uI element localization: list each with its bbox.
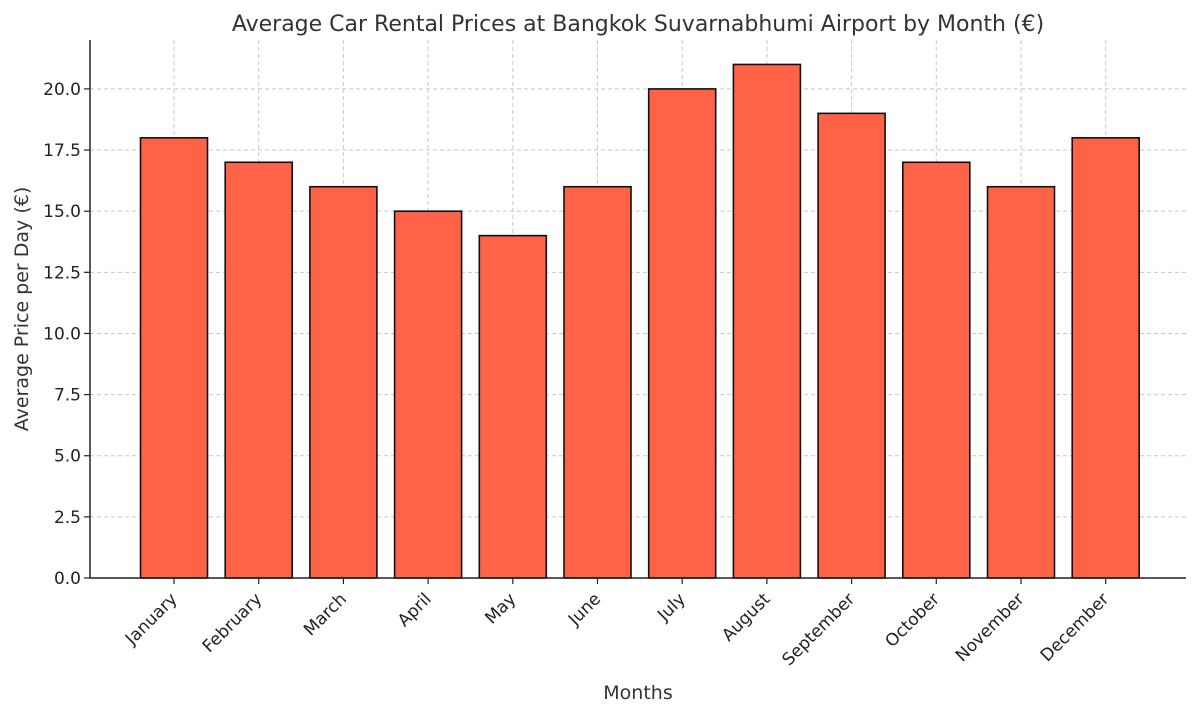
- bar-april: [393, 210, 463, 579]
- x-tick-label: August: [718, 589, 774, 645]
- y-tick-label: 2.5: [54, 508, 81, 528]
- bar-january: [139, 137, 209, 579]
- y-tick-label: 5.0: [54, 447, 81, 467]
- x-tick-label: December: [1037, 589, 1113, 665]
- y-axis-label: Average Price per Day (€): [11, 187, 33, 432]
- x-tick-label: January: [121, 589, 181, 649]
- x-tick-label: May: [481, 589, 520, 628]
- y-tick-label: 7.5: [54, 386, 81, 406]
- bar-august: [732, 63, 802, 579]
- bar-july: [647, 88, 717, 579]
- bar-february: [224, 161, 293, 579]
- bar-march: [309, 185, 378, 579]
- x-ticks: January February March April May June July Augu…: [121, 578, 1113, 670]
- x-tick-label: November: [952, 589, 1029, 666]
- bar-december: [1071, 137, 1140, 579]
- bar-september: [817, 112, 886, 579]
- x-tick-label: June: [564, 589, 605, 630]
- bars: [139, 63, 1140, 579]
- y-tick-label: 12.5: [43, 263, 81, 283]
- x-axis-label: Months: [603, 682, 672, 704]
- bar-november: [986, 185, 1056, 579]
- y-tick-label: 0.0: [54, 569, 81, 589]
- x-tick-label: July: [653, 589, 689, 625]
- x-tick-label: February: [199, 589, 266, 656]
- x-tick-label: March: [300, 589, 351, 640]
- y-tick-label: 17.5: [43, 141, 81, 161]
- bar-may: [478, 234, 548, 579]
- x-tick-label: October: [882, 589, 944, 651]
- x-tick-label: September: [779, 589, 860, 670]
- bar-october: [901, 161, 971, 579]
- axes: [89, 40, 1186, 579]
- y-ticks: 0.0 2.5 5.0 7.5 10.0 12.5 15.0 17.5 20.0: [43, 80, 90, 589]
- bar-june: [563, 185, 632, 579]
- y-tick-label: 10.0: [43, 324, 81, 344]
- y-tick-label: 15.0: [43, 202, 81, 222]
- y-tick-label: 20.0: [43, 80, 81, 100]
- x-tick-label: April: [394, 589, 436, 631]
- chart-title: Average Car Rental Prices at Bangkok Suv…: [232, 12, 1044, 37]
